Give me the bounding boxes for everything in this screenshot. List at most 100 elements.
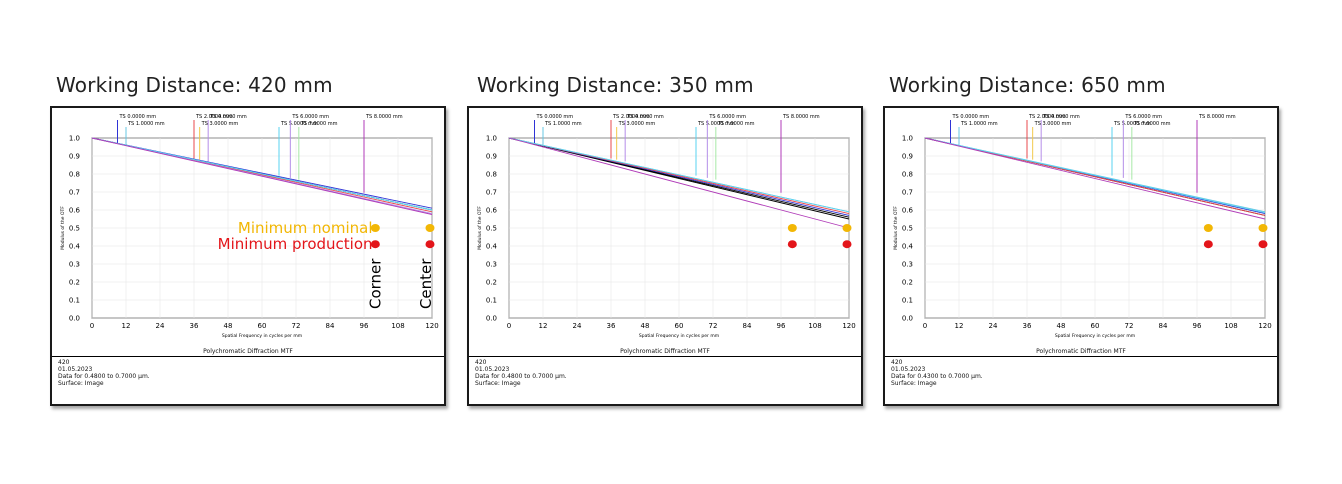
x-tick-label: 36 <box>190 322 199 330</box>
y-tick-label: 0.6 <box>486 207 498 215</box>
mtf-series-line <box>508 137 850 213</box>
x-tick-label: 108 <box>808 322 821 330</box>
panel-title: Working Distance: 420 mm <box>56 73 333 97</box>
min-production-marker <box>1258 240 1268 249</box>
corner-label: Corner <box>366 258 384 309</box>
x-tick-label: 84 <box>1159 322 1168 330</box>
y-tick-label: 0.3 <box>902 261 913 269</box>
mtf-series-line <box>924 137 1266 214</box>
x-tick-label: 60 <box>258 322 267 330</box>
y-tick-label: 0.1 <box>69 297 80 305</box>
min-production-marker <box>787 240 797 249</box>
field-legend-label: TS 1.0000 mm <box>960 121 998 127</box>
x-tick-label: 96 <box>777 322 786 330</box>
field-legend-label: TS 2.0000 mm <box>612 114 650 120</box>
x-tick-label: 60 <box>1091 322 1100 330</box>
field-legend-label: TS 0.0000 mm <box>119 114 157 120</box>
min-nominal-marker <box>787 224 797 232</box>
footer-line: Surface: Image <box>58 380 104 387</box>
mtf-series-line <box>91 137 433 211</box>
field-legend-label: TS 7.0000 mm <box>717 121 755 127</box>
y-tick-label: 0.0 <box>69 315 80 323</box>
y-tick-label: 0.4 <box>486 243 498 251</box>
y-tick-label: 1.0 <box>486 135 497 143</box>
footer-title: Polychromatic Diffraction MTF <box>885 348 1277 357</box>
y-tick-label: 0.5 <box>902 225 913 233</box>
footer-line: 01.05.2023 <box>58 366 93 373</box>
field-legend-label: TS 6.0000 mm <box>708 114 746 120</box>
min-production-marker <box>425 240 435 249</box>
x-tick-label: 108 <box>391 322 404 330</box>
y-tick-label: 0.5 <box>486 225 497 233</box>
min-nominal-marker <box>425 224 435 232</box>
y-tick-label: 0.2 <box>486 279 497 287</box>
mtf-chart-frame: 0.0 0.1 0.2 0.3 0.4 0.5 0.6 0.7 0.8 0.9 1.0 0 12 24 36… <box>883 106 1279 406</box>
y-tick-label: 0.6 <box>69 207 81 215</box>
chart-footer: Polychromatic Diffraction MTF 420 01.05.… <box>885 348 1277 387</box>
y-tick-label: 0.3 <box>486 261 497 269</box>
y-tick-label: 0.2 <box>902 279 913 287</box>
x-tick-label: 24 <box>573 322 582 330</box>
y-tick-label: 0.0 <box>486 315 497 323</box>
y-tick-label: 0.4 <box>69 243 81 251</box>
panel-title: Working Distance: 350 mm <box>477 73 754 97</box>
x-tick-label: 48 <box>1057 322 1066 330</box>
footer-line: 420 <box>58 359 70 366</box>
field-legend-label: TS 0.0000 mm <box>952 114 990 120</box>
x-tick-label: 60 <box>675 322 684 330</box>
x-tick-label: 120 <box>1258 322 1271 330</box>
y-tick-label: 0.4 <box>902 243 914 251</box>
field-legend-label: TS 3.0000 mm <box>201 121 239 127</box>
footer-line: Data for 0.4300 to 0.7000 µm. <box>891 373 983 380</box>
x-tick-label: 36 <box>607 322 616 330</box>
field-legend-label: TS 7.0000 mm <box>1133 121 1171 127</box>
field-legend-label: TS 5.0000 mm <box>697 121 735 127</box>
mtf-chart-frame: 0.0 0.1 0.2 0.3 0.4 0.5 0.6 0.7 0.8 0.9 1.0 0 12 24 36… <box>50 106 446 406</box>
x-tick-label: 72 <box>709 322 718 330</box>
y-tick-label: 0.5 <box>69 225 80 233</box>
y-tick-label: 0.3 <box>69 261 80 269</box>
mtf-plot: 0.0 0.1 0.2 0.3 0.4 0.5 0.6 0.7 0.8 0.9 1.0 0 12 24 36… <box>477 114 856 339</box>
x-tick-label: 120 <box>425 322 438 330</box>
footer-line: 420 <box>891 359 903 366</box>
min-nominal-marker <box>842 224 852 232</box>
y-tick-label: 0.8 <box>902 171 913 179</box>
x-tick-label: 48 <box>641 322 650 330</box>
x-tick-label: 0 <box>507 322 511 330</box>
y-tick-label: 0.7 <box>69 189 80 197</box>
footer-line: Surface: Image <box>475 380 521 387</box>
field-legend-label: TS 2.0000 mm <box>195 114 233 120</box>
x-tick-label: 84 <box>326 322 335 330</box>
x-tick-label: 72 <box>1125 322 1134 330</box>
footer-title: Polychromatic Diffraction MTF <box>52 348 444 357</box>
x-tick-label: 24 <box>989 322 998 330</box>
x-tick-label: 12 <box>955 322 964 330</box>
y-tick-label: 0.2 <box>69 279 80 287</box>
y-tick-label: 1.0 <box>902 135 913 143</box>
y-axis-label: Modulus of the OTF <box>893 206 899 250</box>
min-nominal-marker <box>370 224 380 232</box>
x-tick-label: 96 <box>1193 322 1202 330</box>
y-tick-label: 0.7 <box>902 189 913 197</box>
mtf-plot: 0.0 0.1 0.2 0.3 0.4 0.5 0.6 0.7 0.8 0.9 1.0 0 12 24 36… <box>893 114 1272 339</box>
y-tick-label: 1.0 <box>69 135 80 143</box>
chart-footer: Polychromatic Diffraction MTF 420 01.05.… <box>469 348 861 387</box>
min-nominal-label: Minimum nominal <box>238 219 373 237</box>
x-axis-label: Spatial Frequency in cycles per mm <box>1055 333 1135 339</box>
mtf-chart-frame: 0.0 0.1 0.2 0.3 0.4 0.5 0.6 0.7 0.8 0.9 1.0 0 12 24 36… <box>467 106 863 406</box>
x-tick-label: 84 <box>743 322 752 330</box>
y-axis-label: Modulus of the OTF <box>477 206 483 250</box>
field-legend-label: TS 7.0000 mm <box>300 121 338 127</box>
x-tick-label: 96 <box>360 322 369 330</box>
footer-line: 01.05.2023 <box>891 366 926 373</box>
field-legend-label: TS 1.0000 mm <box>127 121 165 127</box>
chart-footer: Polychromatic Diffraction MTF 420 01.05.… <box>52 348 444 387</box>
x-tick-label: 0 <box>923 322 927 330</box>
field-legend-label: TS 3.0000 mm <box>1034 121 1072 127</box>
y-tick-label: 0.8 <box>486 171 497 179</box>
min-production-marker <box>842 240 852 249</box>
mtf-series-line <box>924 137 1266 220</box>
field-legend-label: TS 5.0000 mm <box>1113 121 1151 127</box>
field-legend-label: TS 8.0000 mm <box>1198 114 1236 120</box>
field-legend-label: TS 3.0000 mm <box>618 121 656 127</box>
